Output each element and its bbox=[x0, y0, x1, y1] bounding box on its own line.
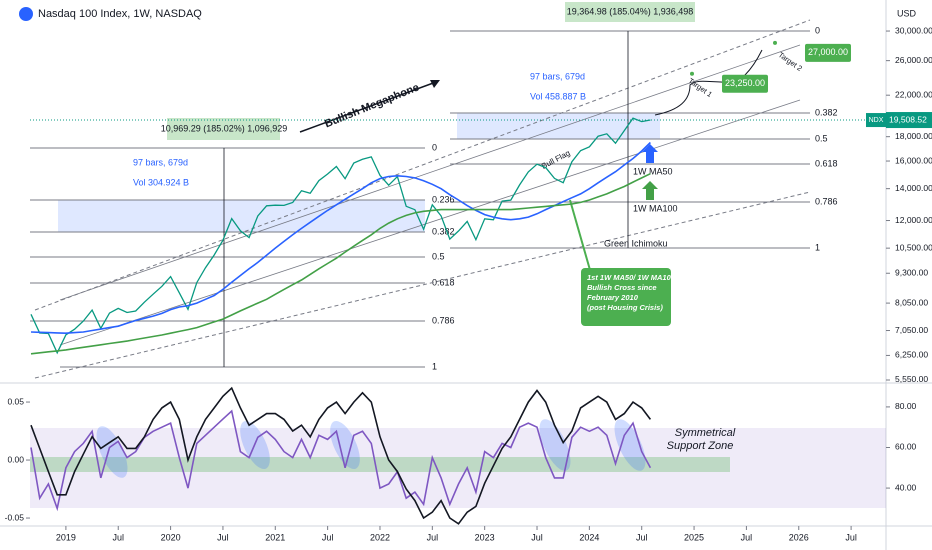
x-tick-label: 2022 bbox=[370, 532, 390, 542]
y-tick-label: 22,000.00 bbox=[895, 89, 932, 99]
chart-title: Nasdaq 100 Index, 1W, NASDAQ bbox=[38, 8, 202, 20]
target-box bbox=[722, 74, 768, 93]
bars-text: 97 bars, 679d bbox=[133, 157, 188, 167]
x-tick-label: 2020 bbox=[161, 532, 181, 542]
callout-text: Bullish Cross since bbox=[587, 283, 657, 292]
y-tick-label: 18,000.00 bbox=[895, 131, 932, 141]
y-tick-label: 16,000.00 bbox=[895, 155, 932, 165]
y-tick-label: 10,500.00 bbox=[895, 242, 932, 252]
y-tick-label: 12,000.00 bbox=[895, 215, 932, 225]
series-line bbox=[30, 409, 652, 512]
y-tick-label: 5,550.00 bbox=[895, 374, 928, 384]
ma50-label: 1W MA50 bbox=[633, 166, 673, 176]
range-box bbox=[58, 200, 425, 232]
fib-left bbox=[30, 147, 425, 368]
y-tick-label: 30,000.00 bbox=[895, 25, 932, 35]
x-tick-label: 2026 bbox=[789, 532, 809, 542]
fib-label: 0.618 bbox=[432, 277, 455, 287]
series-line bbox=[30, 172, 651, 355]
fib-label: 1 bbox=[432, 361, 437, 371]
price-tag bbox=[886, 112, 932, 129]
series-line bbox=[30, 386, 652, 525]
y-tick-label: 7,050.00 bbox=[895, 325, 928, 335]
y-tick-label: 9,300.00 bbox=[895, 267, 928, 277]
fib-label: 1 bbox=[815, 242, 820, 252]
measure-text: 19,364.98 (185.04%) 1,936,498 bbox=[567, 6, 694, 16]
x-tick-label: Jul bbox=[531, 532, 543, 542]
x-tick-label: Jul bbox=[217, 532, 229, 542]
measure-box bbox=[565, 2, 695, 22]
callout-pointer bbox=[569, 199, 591, 271]
y2-tick-label: 80.00 bbox=[895, 401, 917, 411]
arrow bbox=[642, 144, 658, 163]
x-tick-label: Jul bbox=[636, 532, 648, 542]
fib-label: 0.786 bbox=[815, 196, 838, 206]
bars-text: 97 bars, 679d bbox=[530, 71, 585, 81]
arrow bbox=[299, 81, 437, 133]
zone-label: Support Zone bbox=[667, 440, 734, 452]
arrow-head bbox=[430, 80, 440, 88]
series-line bbox=[30, 141, 651, 335]
target-price: 23,250.00 bbox=[725, 78, 765, 88]
y-tick-label: 0.00 bbox=[7, 454, 24, 464]
x-tick-label: 2025 bbox=[684, 532, 704, 542]
arrow bbox=[642, 181, 658, 200]
x-tick-label: Jul bbox=[112, 532, 124, 542]
fib-label: 0.382 bbox=[815, 107, 838, 117]
y2-tick-label: 60.00 bbox=[895, 442, 917, 452]
x-tick-label: Jul bbox=[845, 532, 857, 542]
fib-right bbox=[450, 30, 810, 249]
projection bbox=[654, 49, 763, 116]
y-tick-label: 14,000.00 bbox=[895, 183, 932, 193]
y-tick-label: -0.05 bbox=[5, 512, 25, 522]
fib-label: 0 bbox=[432, 142, 437, 152]
zone-label: Symmetrical bbox=[675, 427, 736, 439]
symbol-tag bbox=[866, 113, 886, 128]
x-tick-label: 2024 bbox=[579, 532, 599, 542]
measure-text: 10,969.29 (185.02%) 1,096,929 bbox=[161, 123, 288, 133]
fib-label: 0.786 bbox=[432, 315, 455, 325]
currency: USD bbox=[897, 8, 917, 18]
callout-box bbox=[581, 268, 671, 326]
logo bbox=[19, 7, 33, 21]
x-tick-label: Jul bbox=[427, 532, 439, 542]
callout-text: February 2010 bbox=[587, 293, 639, 302]
y2-tick-label: 40.00 bbox=[895, 482, 917, 492]
x-tick-label: Jul bbox=[322, 532, 334, 542]
channel bbox=[34, 19, 811, 379]
callout-text: 1st 1W MA50/ 1W MA100 bbox=[587, 273, 676, 282]
symbol-label: NDX bbox=[869, 117, 884, 124]
measure-box bbox=[167, 118, 280, 140]
x-tick-label: 2023 bbox=[475, 532, 495, 542]
fib-label: 0 bbox=[815, 25, 820, 35]
vol-text: Vol 458.887 B bbox=[530, 91, 586, 101]
callout-text: (post Housing Crisis) bbox=[587, 303, 663, 312]
ma100-label: 1W MA100 bbox=[633, 203, 678, 213]
x-tick-label: 2021 bbox=[265, 532, 285, 542]
fib-label: 0.5 bbox=[815, 133, 828, 143]
fib-label: 0.618 bbox=[815, 158, 838, 168]
vol-text: Vol 304.924 B bbox=[133, 177, 189, 187]
fib-label: 0.382 bbox=[432, 226, 455, 236]
target-dot bbox=[690, 71, 694, 76]
price-label: 19,508.52 bbox=[889, 114, 927, 124]
target-box bbox=[805, 43, 851, 62]
fib-label: 0.5 bbox=[432, 251, 445, 261]
x-tick-label: Jul bbox=[741, 532, 753, 542]
fib-label: 0.236 bbox=[432, 194, 455, 204]
y-tick-label: 26,000.00 bbox=[895, 55, 932, 65]
y-tick-label: 0.05 bbox=[7, 396, 24, 406]
target-dot bbox=[773, 40, 777, 45]
ichimoku-label: Green Ichimoku bbox=[604, 238, 668, 248]
range-box bbox=[457, 113, 660, 139]
x-tick-label: 2019 bbox=[56, 532, 76, 542]
y-tick-label: 6,250.00 bbox=[895, 350, 928, 360]
zone bbox=[30, 428, 886, 508]
series-line bbox=[30, 117, 651, 355]
y-tick-label: 8,050.00 bbox=[895, 297, 928, 307]
support-band bbox=[30, 457, 730, 472]
target-price: 27,000.00 bbox=[808, 47, 848, 57]
